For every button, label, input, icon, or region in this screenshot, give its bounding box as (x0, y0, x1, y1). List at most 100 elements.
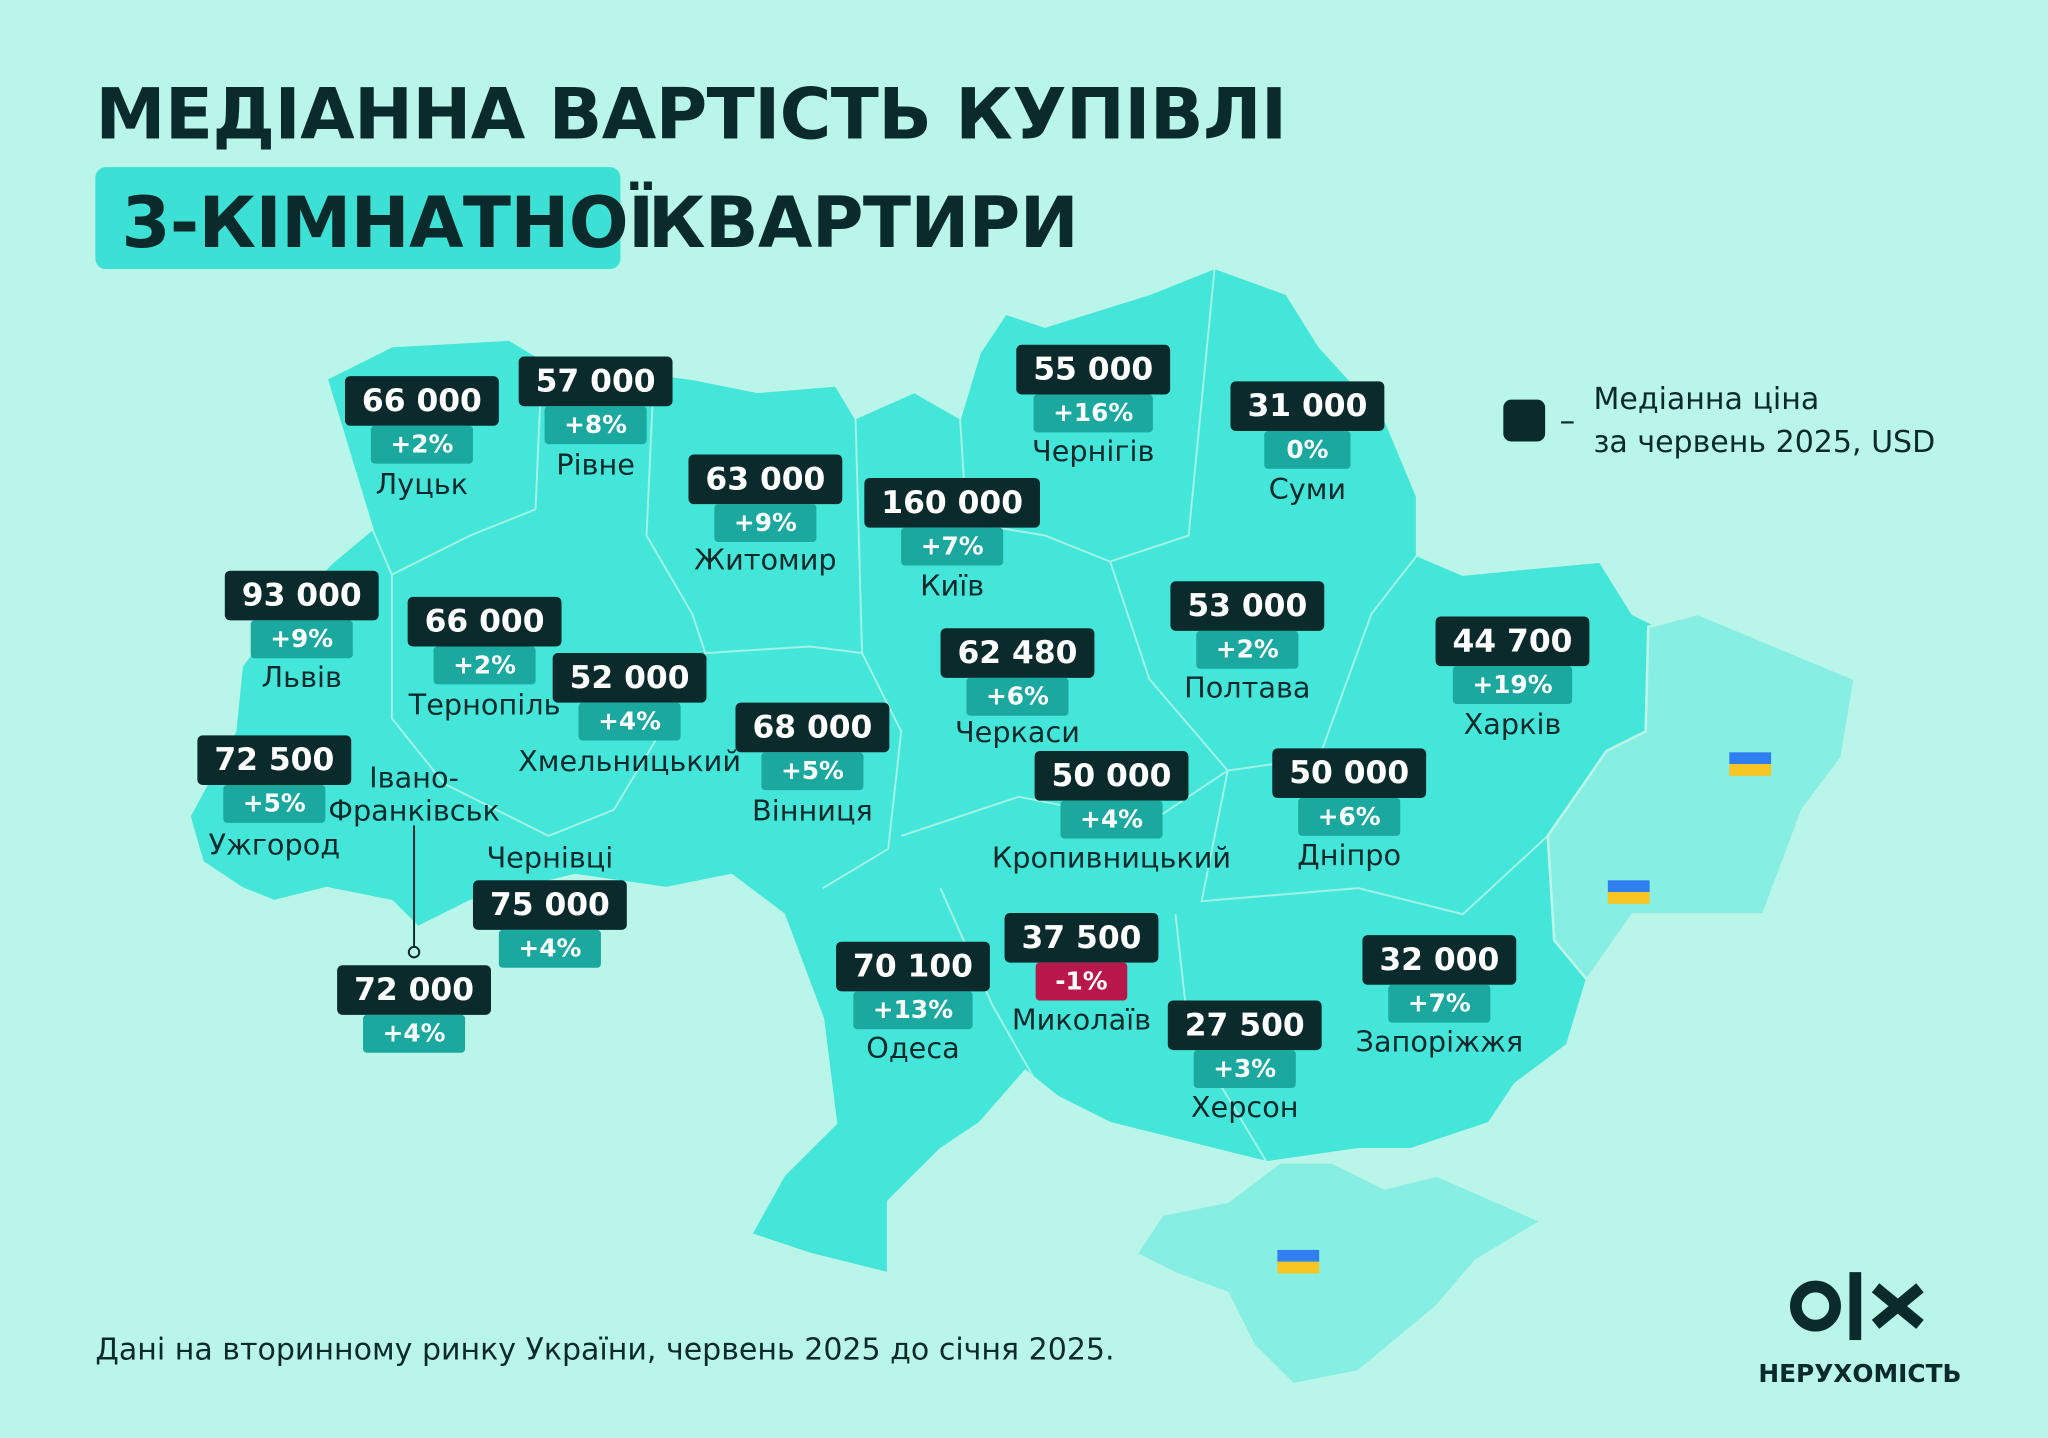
price-box (407, 596, 562, 647)
change-badge (544, 406, 647, 445)
price: 32 000 (1379, 942, 1499, 978)
price-box (688, 454, 843, 505)
change-badge (363, 1014, 466, 1053)
city-name: Черкаси (955, 715, 1080, 749)
city-name: Чернігів (1032, 434, 1154, 468)
change: +8% (564, 410, 627, 439)
crimea (1134, 1161, 1545, 1386)
change: +4% (598, 706, 661, 735)
change-badge (714, 504, 817, 543)
city-name: Кропивницький (992, 840, 1231, 874)
region-label: 62 480 +6% Черкаси (940, 628, 1095, 749)
price: 31 000 (1247, 388, 1367, 424)
region-label: 63 000 +9% Житомир (688, 454, 843, 577)
city-name: Хмельницький (518, 744, 741, 778)
price: 44 700 (1453, 623, 1573, 659)
region-label: 57 000 +8% Рівне (518, 356, 673, 481)
change-badge (901, 527, 1004, 566)
city-name: Херсон (1191, 1090, 1299, 1124)
change-badge (578, 702, 681, 741)
price-box (940, 628, 1095, 678)
city-name: Київ (920, 569, 984, 603)
price-box (1230, 381, 1385, 432)
change: +9% (734, 508, 797, 537)
region-label: 32 000 +7% Запоріжжя (1356, 935, 1524, 1059)
region-label: 37 500 -1% Миколаїв (1004, 912, 1159, 1036)
price: 57 000 (536, 363, 656, 399)
region-label: 50 000 +6% Дніпро (1272, 748, 1427, 872)
legend-text: Медіанна ціна (1593, 382, 1819, 417)
region-label: 44 700 +19% Харків (1435, 616, 1590, 741)
region-label: 66 000 +2% Тернопіль (407, 596, 562, 722)
change-badge (498, 929, 601, 968)
change-badge (1193, 1050, 1296, 1088)
city-name: Полтава (1184, 671, 1310, 705)
change-badge (1452, 666, 1573, 704)
change: +7% (921, 531, 984, 560)
title: МЕДІАННА ВАРТІСТЬ КУПІВЛІ (95, 73, 1286, 155)
price: 27 500 (1185, 1007, 1305, 1043)
change-badge (223, 784, 326, 823)
flag (1607, 880, 1650, 904)
price: 50 000 (1052, 758, 1172, 794)
price: 75 000 (490, 887, 610, 923)
price-box (518, 356, 673, 407)
change: +7% (1408, 989, 1471, 1018)
change-badge (1388, 984, 1491, 1023)
change-badge (370, 425, 473, 464)
legend-dash: – (1559, 403, 1575, 439)
price-box (197, 735, 352, 785)
change: +2% (390, 430, 453, 459)
change: +5% (243, 789, 306, 818)
legend: – Медіанна ціна за червень 2025, USD (1503, 382, 1935, 460)
change-badge (250, 620, 353, 659)
city-name: Вінниця (752, 793, 873, 827)
change-badge (433, 646, 536, 685)
change: +4% (518, 934, 581, 963)
leader-dot (407, 945, 421, 959)
price: 72 000 (354, 972, 474, 1008)
legend-text: за червень 2025, USD (1593, 425, 1935, 460)
price: 66 000 (425, 604, 545, 640)
price-box (1016, 344, 1171, 395)
price-box (864, 478, 1040, 528)
price-box (836, 941, 990, 992)
change-badge (1196, 630, 1299, 669)
change-badge (1035, 962, 1128, 1001)
price-box (1167, 1000, 1322, 1051)
price: 55 000 (1033, 352, 1153, 388)
change: +2% (1216, 635, 1279, 664)
price: 70 100 (853, 949, 973, 985)
change-badge (1060, 800, 1163, 839)
price-box (1272, 748, 1427, 799)
region-label: 66 000 +2% Луцьк (344, 376, 499, 501)
change: +2% (453, 650, 516, 679)
city-name: Рівне (556, 447, 635, 481)
price-box (1435, 616, 1590, 667)
price: 160 000 (881, 485, 1023, 521)
price-box (1362, 935, 1517, 985)
change: +3% (1213, 1054, 1276, 1083)
change: +6% (1318, 802, 1381, 831)
change: +5% (781, 756, 844, 785)
change: +6% (986, 682, 1049, 711)
brand: НЕРУХОМІСТЬ (1758, 1359, 1961, 1388)
change: +9% (270, 624, 333, 653)
city-name: Миколаїв (1012, 1002, 1151, 1036)
price-box (337, 965, 491, 1015)
change: 0% (1286, 435, 1328, 464)
city-name: Харків (1464, 707, 1562, 741)
price: 52 000 (570, 660, 690, 696)
price: 50 000 (1289, 755, 1409, 791)
region-label: 53 000 +2% Полтава (1170, 581, 1325, 705)
city-name: Чернівці (486, 840, 613, 874)
price-box (735, 702, 890, 753)
region-label: 27 500 +3% Херсон (1167, 1000, 1322, 1124)
price: 93 000 (242, 578, 362, 614)
change: +19% (1472, 670, 1552, 699)
change: -1% (1055, 966, 1108, 995)
city-name: Запоріжжя (1356, 1025, 1524, 1059)
flag (1729, 752, 1772, 776)
price-box (472, 880, 627, 930)
